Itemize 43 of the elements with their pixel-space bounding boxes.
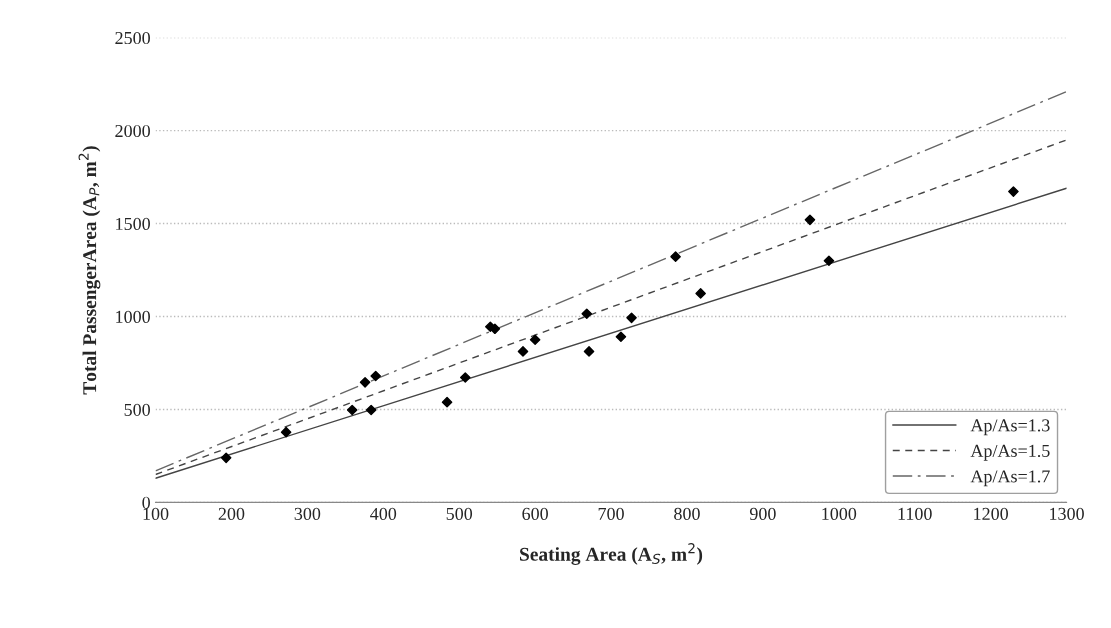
x-tick-label: 400 [370,507,397,520]
x-tick-label: 200 [218,507,245,520]
point [583,346,595,357]
point [1008,186,1019,197]
legend-label: Ap/As=1.3 [970,419,1050,436]
x-tick-label: 1200 [974,507,1009,520]
point [365,404,377,416]
y-tick-label: 1000 [116,310,150,323]
point [615,331,627,343]
legend-label: Ap/As=1.7 [970,470,1050,487]
point [370,370,382,382]
point [517,346,529,357]
y-tick-label: 500 [124,403,150,416]
point [529,334,541,346]
point [459,372,471,383]
point [823,255,835,267]
x-tick-label: 900 [749,507,776,520]
point [581,308,593,320]
x-tick-label: 1300 [1050,507,1084,520]
point [280,426,292,438]
point [670,251,681,262]
point [441,396,453,408]
x-tick-label: 300 [294,507,321,520]
x-axis-title: Seating Area (A$_{S}$, m$^{2}$) [520,543,703,565]
y-tick-label: 2500 [115,31,150,45]
x-tick-label: 500 [446,507,473,520]
point [695,288,706,299]
x-tick-label: 100 [143,507,169,520]
x-tick-label: 600 [522,507,548,520]
point [804,214,816,226]
y-axis-title: Total PassengerArea (A$_{P}$, m$^{2}$) [78,146,101,395]
x-tick-label: 800 [674,507,700,520]
y-tick-label: 0 [142,496,150,509]
y-tick-label: 1500 [116,217,150,231]
point [346,404,358,416]
x-tick-label: 1100 [898,507,932,520]
x-tick-label: 700 [598,507,624,520]
point [626,312,637,324]
y-tick-label: 2000 [115,124,150,138]
point [220,452,232,464]
point [359,377,371,388]
legend-label: Ap/As=1.5 [970,444,1050,461]
x-tick-label: 1000 [822,507,857,520]
